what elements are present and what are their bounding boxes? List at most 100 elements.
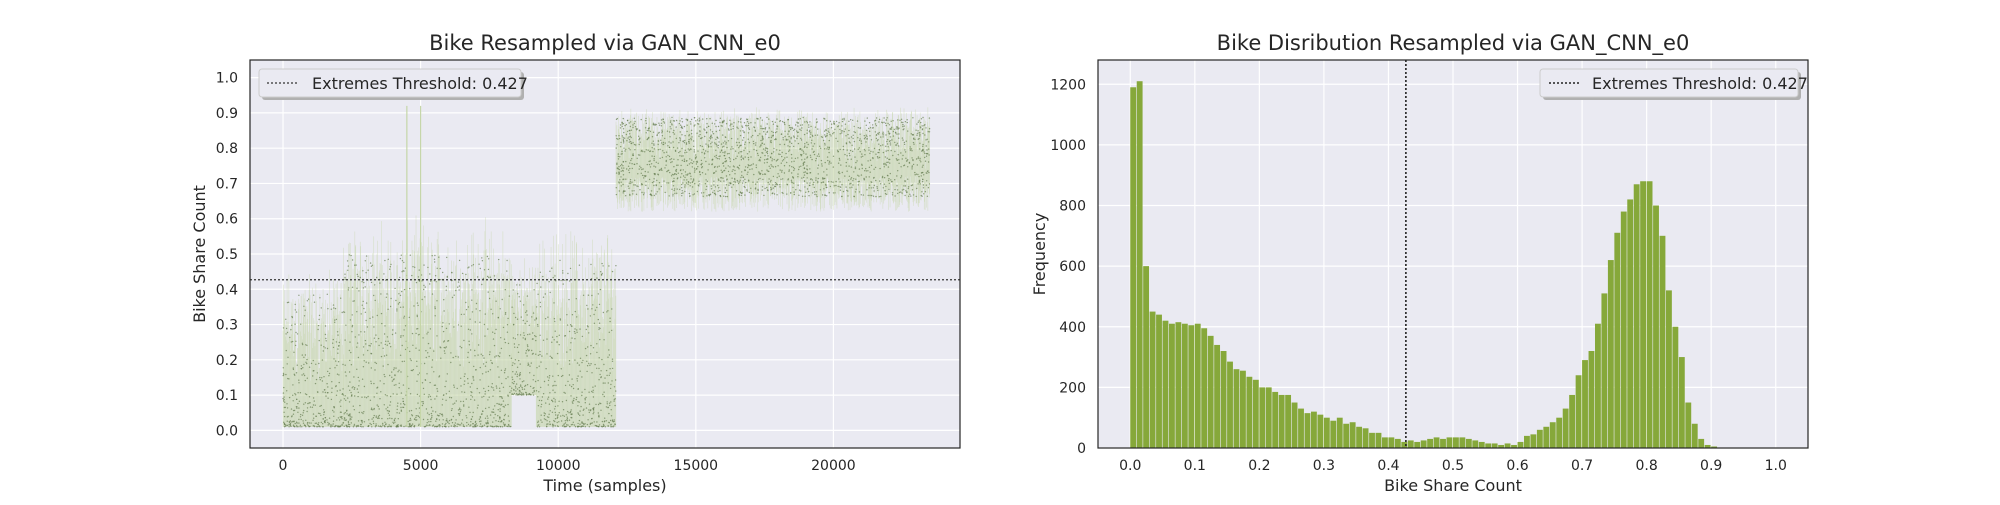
data-point	[844, 175, 845, 176]
data-point	[711, 164, 712, 165]
data-point	[588, 392, 589, 393]
data-point	[401, 392, 402, 393]
data-point	[886, 119, 887, 120]
data-point	[818, 173, 819, 174]
data-point	[294, 426, 295, 427]
data-point	[435, 315, 436, 316]
data-point	[634, 164, 635, 165]
data-point	[755, 188, 756, 189]
data-point	[600, 289, 601, 290]
data-point	[630, 179, 631, 180]
data-point	[901, 119, 902, 120]
data-point	[633, 184, 634, 185]
data-point	[487, 426, 488, 427]
data-point	[287, 416, 288, 417]
data-point	[824, 118, 825, 119]
data-point	[665, 165, 666, 166]
data-point	[593, 412, 594, 413]
data-point	[924, 157, 925, 158]
data-point	[884, 163, 885, 164]
data-point	[763, 148, 764, 149]
data-point	[592, 304, 593, 305]
data-point	[717, 147, 718, 148]
data-point	[651, 190, 652, 191]
data-point	[919, 134, 920, 135]
data-point	[426, 357, 427, 358]
data-point	[754, 122, 755, 123]
data-point	[734, 170, 735, 171]
data-point	[927, 170, 928, 171]
data-point	[552, 337, 553, 338]
data-point	[436, 388, 437, 389]
data-point	[704, 157, 705, 158]
data-point	[750, 165, 751, 166]
data-point	[341, 418, 342, 419]
data-point	[747, 174, 748, 175]
data-point	[317, 372, 318, 373]
data-point	[750, 188, 751, 189]
data-point	[390, 298, 391, 299]
data-point	[841, 184, 842, 185]
data-point	[468, 424, 469, 425]
data-point	[806, 147, 807, 148]
data-point	[628, 136, 629, 137]
data-point	[729, 120, 730, 121]
data-point	[354, 387, 355, 388]
data-point	[319, 340, 320, 341]
data-point	[534, 335, 535, 336]
data-point	[349, 390, 350, 391]
data-point	[393, 393, 394, 394]
data-point	[573, 400, 574, 401]
data-point	[621, 171, 622, 172]
data-point	[603, 339, 604, 340]
data-point	[425, 380, 426, 381]
data-point	[445, 426, 446, 427]
data-point	[567, 411, 568, 412]
data-point	[480, 423, 481, 424]
data-point	[831, 124, 832, 125]
data-point	[866, 189, 867, 190]
data-point	[387, 364, 388, 365]
data-point	[557, 405, 558, 406]
data-point	[847, 149, 848, 150]
data-point	[381, 313, 382, 314]
data-point	[431, 415, 432, 416]
data-point	[557, 363, 558, 364]
data-point	[345, 425, 346, 426]
data-point	[745, 182, 746, 183]
data-point	[295, 394, 296, 395]
data-point	[632, 142, 633, 143]
data-point	[844, 131, 845, 132]
data-point	[535, 354, 536, 355]
data-point	[616, 187, 617, 188]
data-point	[791, 180, 792, 181]
data-point	[743, 176, 744, 177]
data-point	[430, 281, 431, 282]
data-point	[391, 377, 392, 378]
data-point	[594, 421, 595, 422]
data-point	[826, 187, 827, 188]
data-point	[459, 346, 460, 347]
data-point	[756, 150, 757, 151]
data-point	[313, 360, 314, 361]
data-point	[442, 423, 443, 424]
data-point	[318, 363, 319, 364]
data-point	[823, 171, 824, 172]
data-point	[742, 140, 743, 141]
data-point	[512, 371, 513, 372]
data-point	[522, 389, 523, 390]
data-point	[853, 131, 854, 132]
data-point	[646, 132, 647, 133]
data-point	[551, 357, 552, 358]
data-point	[784, 165, 785, 166]
data-point	[825, 162, 826, 163]
data-point	[613, 421, 614, 422]
data-point	[501, 397, 502, 398]
data-point	[525, 392, 526, 393]
data-point	[366, 362, 367, 363]
data-point	[872, 124, 873, 125]
data-point	[642, 168, 643, 169]
data-point	[403, 262, 404, 263]
data-point	[362, 379, 363, 380]
data-point	[577, 405, 578, 406]
